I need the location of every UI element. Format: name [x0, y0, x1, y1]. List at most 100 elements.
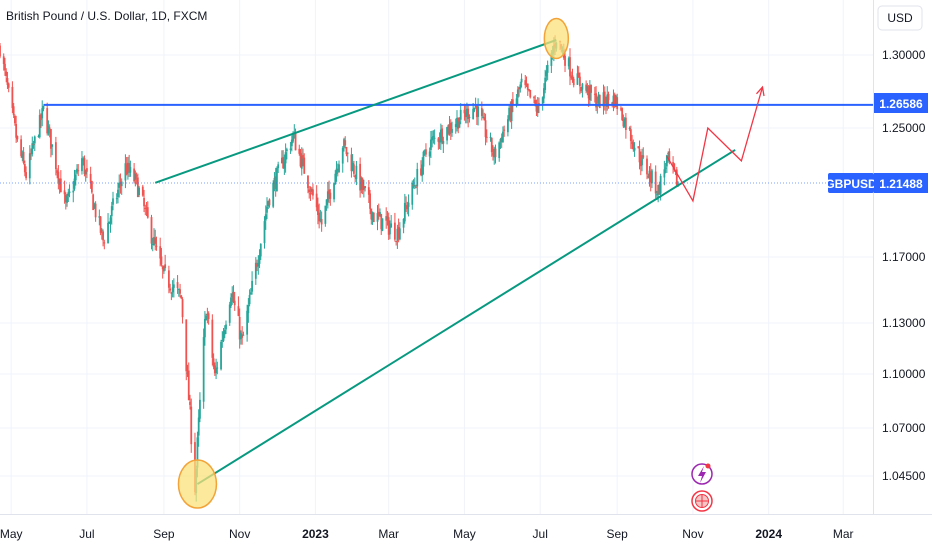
candle-body	[230, 297, 232, 306]
candle-body	[267, 201, 270, 207]
candle-body	[515, 98, 518, 106]
chart-title: British Pound / U.S. Dollar, 1D, FXCM	[6, 9, 207, 23]
candle-body	[570, 76, 573, 78]
lightning-icon[interactable]	[691, 463, 713, 485]
candle-body	[83, 158, 86, 175]
resistance-price-badge	[874, 93, 928, 113]
candle-body	[135, 175, 138, 177]
candle-body	[326, 191, 329, 202]
candle-body	[328, 189, 330, 194]
candle-body	[632, 142, 635, 150]
candle-body	[612, 95, 615, 105]
candle-body	[207, 313, 210, 320]
candle-body	[143, 197, 145, 207]
candle-body	[153, 237, 155, 246]
candle-body	[474, 104, 477, 107]
candle-body	[499, 139, 502, 142]
candle-body	[109, 217, 112, 224]
candle-body	[437, 138, 440, 142]
candle-body	[545, 71, 548, 77]
candle-body	[212, 358, 215, 367]
candle-body	[145, 207, 148, 209]
candle-body	[298, 148, 301, 154]
globe-flag-icon[interactable]	[691, 490, 713, 512]
candle-body	[405, 205, 407, 207]
candle-body	[329, 192, 332, 199]
candle-body	[482, 116, 484, 118]
candle-body	[290, 139, 293, 147]
candle-body	[308, 189, 311, 193]
candle-body	[40, 114, 42, 120]
candle-body	[649, 172, 652, 183]
candle-body	[370, 208, 373, 220]
candle-body	[439, 129, 442, 143]
candle-body	[372, 212, 375, 223]
candle-body	[468, 117, 471, 119]
last-price-badge	[874, 173, 928, 193]
candle-body	[571, 75, 574, 80]
candle-body	[159, 246, 162, 259]
price-tick-label: 1.07000	[882, 421, 926, 435]
candle-body	[422, 151, 425, 167]
candle-body	[63, 190, 66, 195]
candle-body	[2, 56, 5, 65]
candle-body	[458, 121, 461, 128]
candle-body	[490, 137, 493, 153]
candle-body	[181, 299, 184, 318]
candle-body	[463, 109, 466, 114]
candle-body	[472, 108, 475, 120]
candle-body	[302, 154, 304, 159]
candle-body	[204, 318, 206, 338]
candle-body	[579, 76, 581, 87]
candle-body	[120, 181, 123, 187]
candle-body	[421, 164, 424, 176]
candle-body	[503, 129, 506, 131]
candle-body	[457, 117, 460, 129]
candle-body	[543, 88, 545, 99]
candle-body	[581, 83, 584, 90]
candle-body	[628, 127, 631, 129]
candle-body	[197, 417, 200, 436]
time-tick-label: Jul	[533, 527, 548, 541]
candle-body	[611, 102, 614, 105]
candle-body	[665, 155, 668, 167]
price-axis[interactable]: 1.30000 1.25000 1.17000 1.13000 1.10000 1.070…	[882, 48, 926, 483]
candle-body	[86, 168, 88, 172]
candle-body	[413, 185, 416, 187]
currency-button[interactable]	[877, 5, 923, 31]
candle-body	[624, 117, 627, 130]
candle-body	[242, 334, 245, 336]
candle-body	[638, 149, 641, 163]
candle-body	[428, 151, 431, 157]
time-axis[interactable]: May Jul Sep Nov 2023 Mar May Jul Sep Nov 2024 Mar	[0, 527, 854, 541]
candle-body	[21, 153, 24, 159]
candle-body	[576, 73, 579, 85]
time-tick-label: May	[0, 527, 23, 541]
candle-body	[6, 77, 9, 85]
time-tick-label: Sep	[153, 527, 175, 541]
candle-body	[606, 94, 609, 107]
candle-body	[205, 315, 208, 321]
projection-arrowhead	[755, 85, 765, 97]
candle-body	[57, 171, 60, 183]
candle-body	[92, 194, 95, 211]
candle-body	[312, 189, 314, 196]
candle-body	[344, 140, 347, 146]
candle-body	[58, 179, 61, 185]
candle-body	[353, 164, 355, 174]
candle-body	[448, 124, 451, 135]
candle-body	[364, 186, 366, 189]
candle-body	[423, 150, 426, 152]
candle-body	[294, 133, 297, 151]
candle-body	[276, 168, 278, 192]
candle-body	[396, 228, 399, 241]
candle-body	[74, 174, 77, 181]
candle-body	[117, 189, 119, 198]
candle-body	[266, 206, 268, 213]
candle-body	[633, 147, 636, 151]
candle-body	[248, 294, 251, 305]
candle-body	[5, 71, 8, 77]
candle-body	[285, 149, 288, 152]
candle-body	[477, 106, 480, 117]
